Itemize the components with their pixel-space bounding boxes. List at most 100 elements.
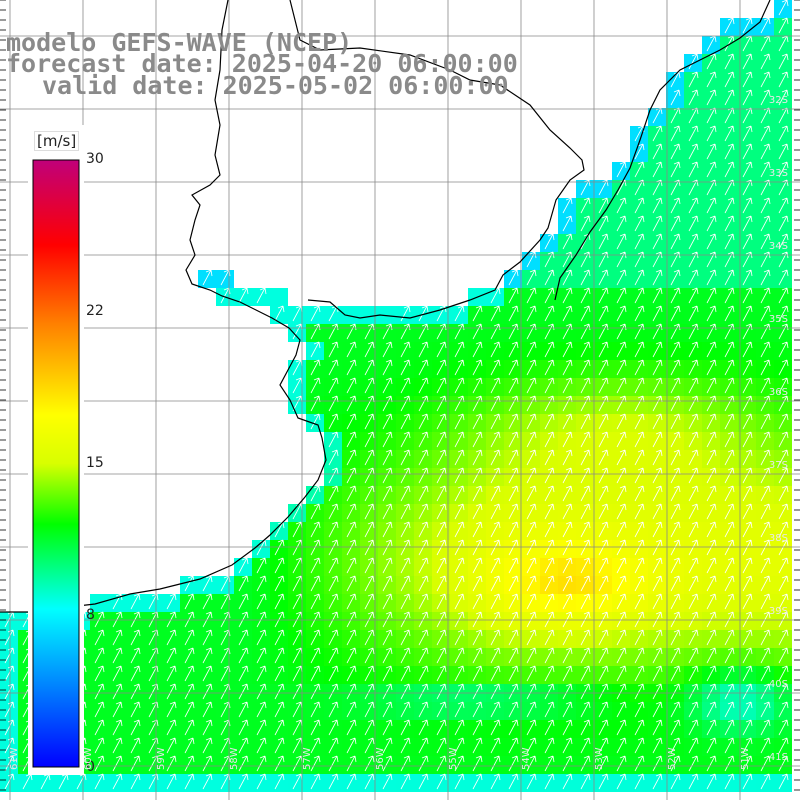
wind-cell (684, 576, 702, 594)
wind-cell (648, 486, 666, 504)
wind-cell (702, 288, 720, 306)
wind-cell (540, 324, 558, 342)
wind-cell (468, 666, 486, 684)
wind-cell (324, 540, 342, 558)
colorbar-tick-0: 0 (86, 759, 95, 775)
wind-cell (612, 234, 630, 252)
wind-arrow (400, 575, 411, 592)
wind-arrow (724, 449, 735, 466)
wind-cell (630, 558, 648, 576)
wind-cell (162, 594, 180, 612)
wind-cell (576, 306, 594, 324)
wind-arrow (580, 719, 591, 736)
wind-arrow (580, 287, 591, 304)
wind-arrow (562, 341, 573, 358)
wind-arrow (436, 449, 447, 466)
wind-arrow (418, 359, 429, 376)
wind-arrow (382, 773, 393, 790)
wind-arrow (688, 89, 699, 106)
wind-cell (450, 342, 468, 360)
wind-cell (468, 540, 486, 558)
wind-cell (738, 126, 756, 144)
wind-cell (756, 54, 774, 72)
wind-arrow (724, 377, 735, 394)
wind-cell (162, 648, 180, 666)
wind-arrow (310, 359, 321, 376)
wind-cell (522, 612, 540, 630)
wind-arrow (616, 377, 627, 394)
wind-cell (342, 486, 360, 504)
wind-arrow (706, 233, 717, 250)
wind-arrow (760, 17, 771, 34)
wind-arrow (652, 431, 663, 448)
wind-arrow (724, 593, 735, 610)
wind-cell (324, 378, 342, 396)
wind-arrow (94, 683, 105, 700)
wind-cell (558, 396, 576, 414)
wind-arrow (328, 629, 339, 646)
wind-cell (414, 774, 432, 792)
wind-arrow (490, 611, 501, 628)
wind-cell (720, 666, 738, 684)
wind-cell (342, 360, 360, 378)
wind-cell (756, 432, 774, 450)
wind-cell (432, 378, 450, 396)
wind-arrow (472, 557, 483, 574)
wind-cell (702, 360, 720, 378)
wind-cell (576, 612, 594, 630)
wind-arrow (598, 737, 609, 754)
wind-arrow (778, 269, 789, 286)
wind-cell (612, 306, 630, 324)
wind-arrow (742, 125, 753, 142)
wind-cell (306, 576, 324, 594)
wind-cell (684, 72, 702, 90)
wind-cell (630, 234, 648, 252)
wind-arrow (508, 287, 519, 304)
wind-cell (576, 270, 594, 288)
wind-arrow (346, 647, 357, 664)
wind-arrow (274, 629, 285, 646)
wind-arrow (544, 287, 555, 304)
wind-arrow (490, 449, 501, 466)
wind-arrow (436, 467, 447, 484)
wind-arrow (472, 629, 483, 646)
wind-cell (648, 522, 666, 540)
wind-cell (486, 288, 504, 306)
wind-cell (558, 360, 576, 378)
wind-cell (522, 450, 540, 468)
wind-cell (702, 342, 720, 360)
wind-arrow (670, 377, 681, 394)
wind-arrow (616, 233, 627, 250)
wind-arrow (742, 593, 753, 610)
wind-cell (486, 396, 504, 414)
wind-cell (684, 360, 702, 378)
wind-cell (378, 666, 396, 684)
wind-arrow (382, 647, 393, 664)
wind-cell (414, 342, 432, 360)
wind-arrow (364, 647, 375, 664)
wind-arrow (328, 377, 339, 394)
wind-cell (630, 774, 648, 792)
wind-arrow (436, 557, 447, 574)
wind-arrow (274, 305, 285, 322)
wind-arrow (562, 665, 573, 682)
wind-arrow (544, 665, 555, 682)
wind-arrow (400, 719, 411, 736)
wind-arrow (400, 755, 411, 772)
wind-arrow (760, 323, 771, 340)
wind-arrow (616, 683, 627, 700)
wind-cell (738, 198, 756, 216)
wind-cell (648, 108, 666, 126)
wind-cell (648, 342, 666, 360)
wind-arrow (742, 17, 753, 34)
wind-cell (666, 504, 684, 522)
wind-cell (0, 720, 18, 738)
wind-arrow (274, 557, 285, 574)
wind-cell (684, 594, 702, 612)
colorbar-tick-30: 30 (86, 151, 104, 167)
wind-cell (468, 774, 486, 792)
wind-cell (540, 612, 558, 630)
wind-arrow (472, 701, 483, 718)
wind-cell (324, 468, 342, 486)
wind-arrow (580, 773, 591, 790)
